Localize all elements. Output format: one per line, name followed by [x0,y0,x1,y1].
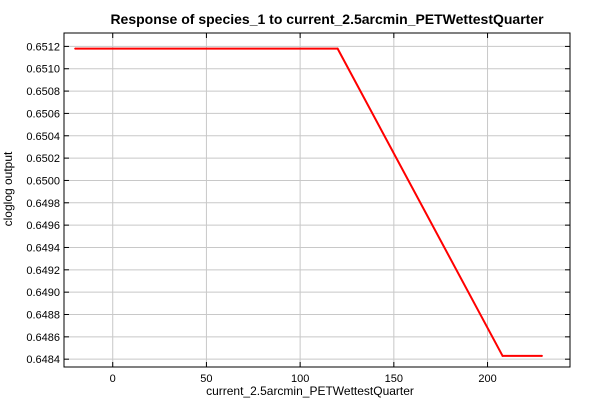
series-point [501,354,504,357]
y-tick-label: 0.6506 [26,108,60,120]
x-axis-label: current_2.5arcmin_PETWettestQuarter [206,384,414,398]
y-tick-label: 0.6500 [26,175,60,187]
x-tick-label: 200 [478,373,496,385]
series-point [336,47,339,50]
y-tick-label: 0.6508 [26,86,60,98]
plot-frame [63,32,571,368]
y-tick-label: 0.6492 [26,265,60,277]
series-point [540,354,543,357]
y-tick-label: 0.6504 [26,131,60,143]
y-tick-label: 0.6494 [26,242,60,254]
x-tick-label: 150 [385,373,403,385]
y-tick-label: 0.6484 [26,354,60,366]
y-axis-label: cloglog output [1,151,15,226]
x-tick-label: 0 [110,373,116,385]
grid-lines [64,33,570,367]
series-point [74,47,77,50]
y-tick-label: 0.6496 [26,220,60,232]
x-ticks: 0 50 100 150 200 [110,33,497,385]
y-tick-label: 0.6510 [26,64,60,76]
y-tick-label: 0.6486 [26,332,60,344]
series-line [75,47,542,357]
y-tick-label: 0.6512 [26,41,60,53]
y-tick-label: 0.6490 [26,287,60,299]
y-tick-label: 0.6498 [26,198,60,210]
series-layer [74,47,543,357]
y-tick-label: 0.6488 [26,309,60,321]
chart-title: Response of species_1 to current_2.5arcm… [110,11,544,27]
y-tick-label: 0.6502 [26,153,60,165]
x-tick-label: 50 [200,373,212,385]
x-tick-label: 100 [291,373,309,385]
y-ticks: 0.6484 0.6486 0.6488 0.6490 0.6492 0.6494 0.64… [26,41,570,366]
